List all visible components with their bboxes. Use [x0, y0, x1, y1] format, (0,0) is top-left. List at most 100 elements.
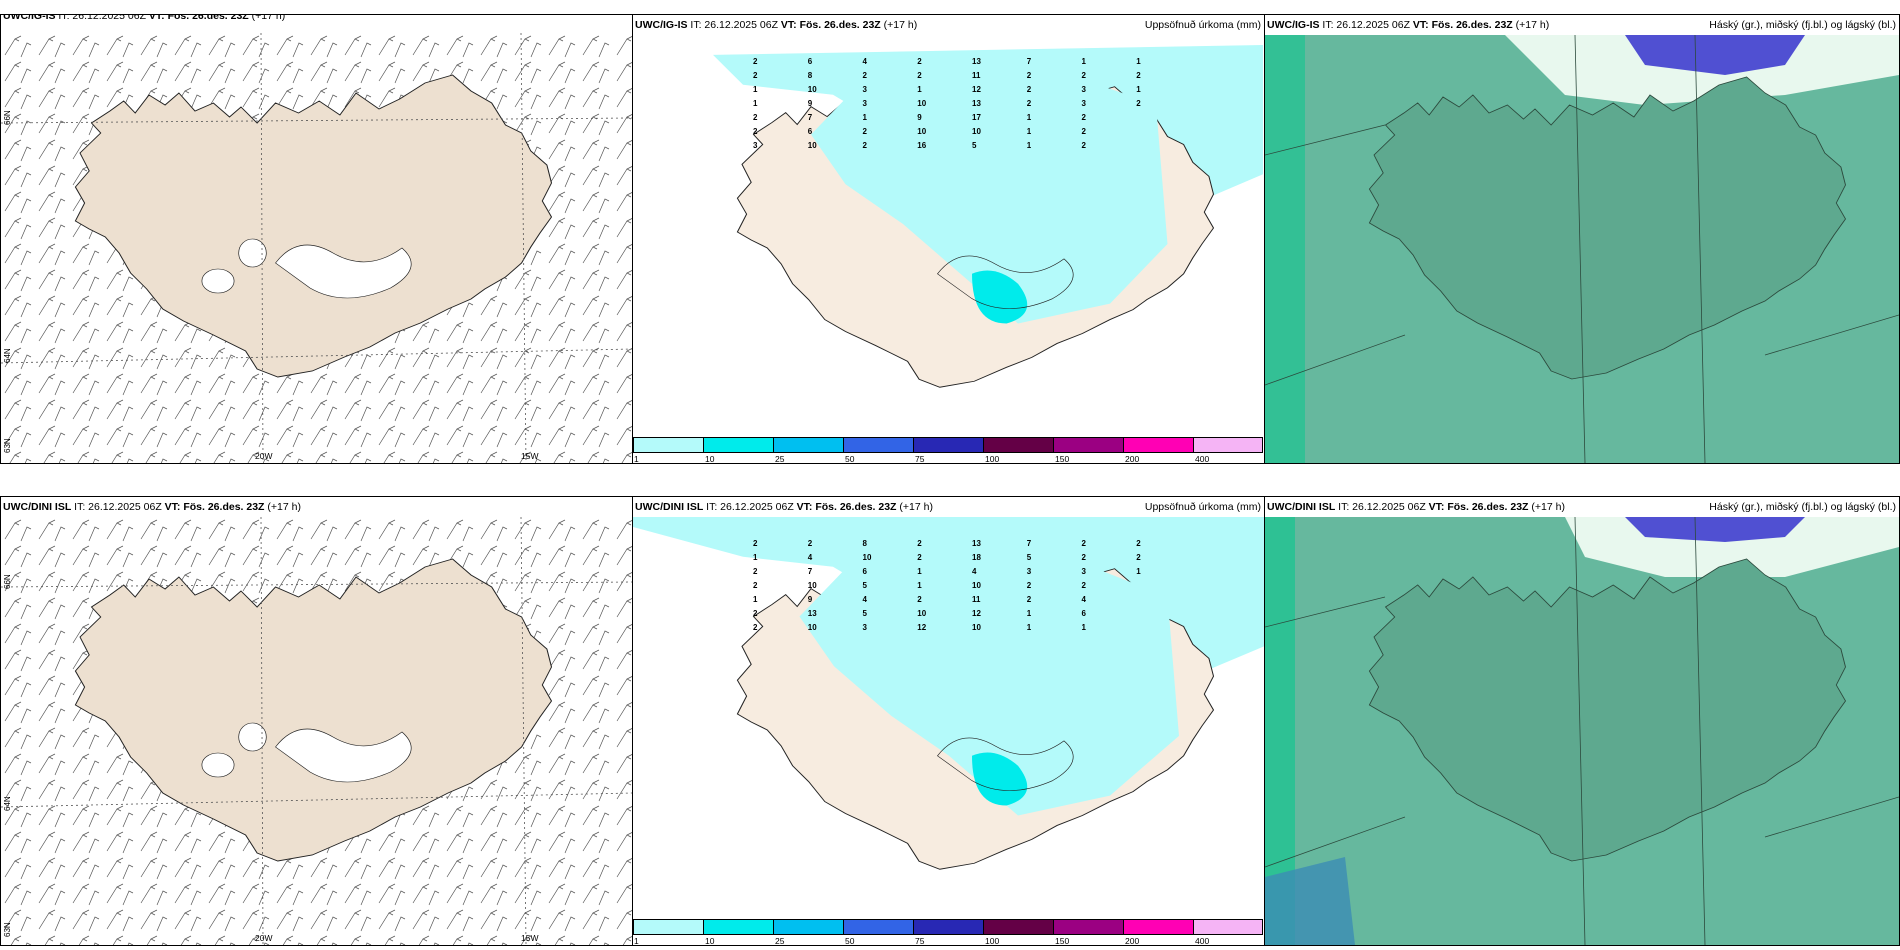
precip-map-row2: 2 1 2 2 1 2 2 2 4 7 10 9 13 10 8 10 6 5 4 5 3 2 2 1 1 2 10 12 13 18 4 1…: [633, 517, 1264, 915]
precip-value-label: 2: [753, 567, 758, 576]
colorbar-tick: 75: [915, 936, 925, 946]
colorbar-swatch: [913, 919, 983, 935]
precip-value-label: 6: [807, 57, 813, 66]
cloud-map-panel-row1: UWC/IG-IS IT: 26.12.2025 06Z VT: Fös. 26…: [1264, 14, 1900, 464]
precip-value-label: 2: [1081, 539, 1086, 548]
precip-value-label: 2: [807, 539, 813, 548]
lon-label: 20W: [255, 933, 273, 943]
precip-value-label: 5: [862, 581, 867, 590]
cloud-title: Háský (gr.), miðský (fj.bl.) og lágský (…: [1709, 19, 1896, 31]
precip-value-label: 3: [1081, 99, 1086, 108]
precip-value-label: 10: [862, 553, 872, 562]
precip-value-label: 6: [807, 127, 813, 136]
precip-value-label: 10: [807, 141, 817, 150]
precip-value-label: 13: [972, 99, 981, 108]
precip-value-label: 5: [1026, 553, 1032, 562]
precip-values-row1: 2 2 1 1 2 2 3 6 8 10 9 7 6 10 4 2 3 3 1 2 2 2 2 1 10 9 10 16 13 11 12 1…: [753, 55, 1183, 385]
precip-value-label: 2: [1081, 141, 1086, 150]
precip-value-label: 16: [917, 141, 927, 150]
lon-label: 15W: [521, 933, 539, 943]
precip-value-label: 10: [972, 581, 981, 590]
precip-value-label: 4: [862, 57, 867, 66]
colorbar-swatch: [703, 437, 773, 453]
panel-title-wind-row2: UWC/DINI ISL IT: 26.12.2025 06Z VT: Fös.…: [3, 501, 301, 513]
wind-map-panel-row2: UWC/DINI ISL IT: 26.12.2025 06Z VT: Fös.…: [0, 496, 633, 946]
precip-map-panel-row2: UWC/DINI ISL IT: 26.12.2025 06Z VT: Fös.…: [632, 496, 1265, 946]
colorbar-tick: 150: [1055, 936, 1070, 946]
colorbar-tick: 400: [1195, 454, 1210, 464]
precip-value-label: 10: [972, 623, 981, 632]
precip-value-label: 1: [917, 567, 922, 576]
precip-value-label: 2: [1081, 553, 1086, 562]
precip-value-label: 4: [807, 553, 813, 562]
precip-value-label: 2: [753, 113, 758, 122]
precip-value-label: 10: [917, 609, 927, 618]
precip-value-label: 13: [972, 539, 981, 548]
precip-value-label: 2: [753, 127, 758, 136]
colorbar-swatch: [913, 437, 983, 453]
panel-title-precip-row2: UWC/DINI ISL IT: 26.12.2025 06Z VT: Fös.…: [635, 501, 933, 513]
precip-value-label: 6: [1081, 609, 1086, 618]
cloud-map-panel-row2: UWC/DINI ISL IT: 26.12.2025 06Z VT: Fös.…: [1264, 496, 1900, 946]
precip-value-label: 7: [807, 113, 813, 122]
precip-value-label: 9: [807, 99, 813, 108]
precip-value-label: 2: [917, 553, 922, 562]
precip-value-label: 2: [1026, 581, 1032, 590]
colorbar-tick: 1: [634, 454, 639, 464]
colorbar-tick: 200: [1125, 936, 1140, 946]
precip-value-label: 12: [972, 85, 981, 94]
lat-label: 64N: [3, 348, 12, 363]
precip-value-label: 1: [1136, 57, 1141, 66]
precip-value-label: 5: [862, 609, 867, 618]
precip-values-row2: 2 1 2 2 1 2 2 2 4 7 10 9 13 10 8 10 6 5 4 5 3 2 2 1 1 2 10 12 13 18 4 1…: [753, 537, 1183, 867]
precip-value-label: 11: [972, 71, 981, 80]
precip-value-label: 10: [917, 99, 927, 108]
precip-value-label: 1: [862, 113, 867, 122]
precip-value-label: 2: [1026, 99, 1032, 108]
precip-value-label: 10: [972, 127, 981, 136]
precip-value-label: 12: [917, 623, 927, 632]
precip-value-label: 1: [1136, 567, 1141, 576]
precip-value-label: 2: [1136, 71, 1141, 80]
precip-value-label: 1: [753, 595, 758, 604]
colorbar-tick: 100: [985, 936, 1000, 946]
precip-value-label: 1: [917, 85, 922, 94]
precip-value-label: 2: [1081, 581, 1086, 590]
precip-value-label: 7: [1026, 539, 1032, 548]
precip-value-label: 10: [807, 85, 817, 94]
precip-value-label: 3: [862, 85, 867, 94]
precip-value-label: 2: [917, 57, 922, 66]
colorbar-swatch: [703, 919, 773, 935]
precip-value-label: 3: [1081, 85, 1086, 94]
precip-value-label: 8: [862, 539, 867, 548]
precip-value-label: 8: [807, 71, 813, 80]
precip-value-label: 9: [917, 113, 922, 122]
colorbar-tick: 1: [634, 936, 639, 946]
precip-value-label: 18: [972, 553, 981, 562]
precip-value-label: 4: [972, 567, 977, 576]
precip-value-label: 1: [1136, 85, 1141, 94]
precip-value-label: 2: [1026, 85, 1032, 94]
precip-value-label: 7: [807, 567, 813, 576]
lat-label: 64N: [3, 796, 12, 811]
precip-value-label: 12: [972, 609, 981, 618]
precip-value-label: 1: [1026, 141, 1032, 150]
lon-label: 20W: [255, 451, 273, 461]
colorbar-swatch: [1053, 437, 1123, 453]
precip-value-label: 1: [753, 553, 758, 562]
wind-map-row1: 66N 64N 63N 20W 15W: [1, 33, 632, 463]
colorbar-swatch: [1193, 437, 1263, 453]
precip-value-label: 2: [1136, 539, 1141, 548]
colorbar-tick: 10: [705, 936, 715, 946]
precip-value-label: 1: [1026, 623, 1032, 632]
precip-value-label: 11: [972, 595, 981, 604]
colorbar-tick: 10: [705, 454, 715, 464]
cloud-map-row2: [1265, 517, 1899, 945]
cloud-map-row1: [1265, 35, 1899, 463]
precip-value-label: 2: [753, 581, 758, 590]
precip-value-label: 2: [753, 609, 758, 618]
colorbar-tick: 150: [1055, 454, 1070, 464]
precip-value-label: 1: [1026, 609, 1032, 618]
precip-value-label: 2: [1081, 71, 1086, 80]
colorbar-tick: 25: [775, 936, 785, 946]
